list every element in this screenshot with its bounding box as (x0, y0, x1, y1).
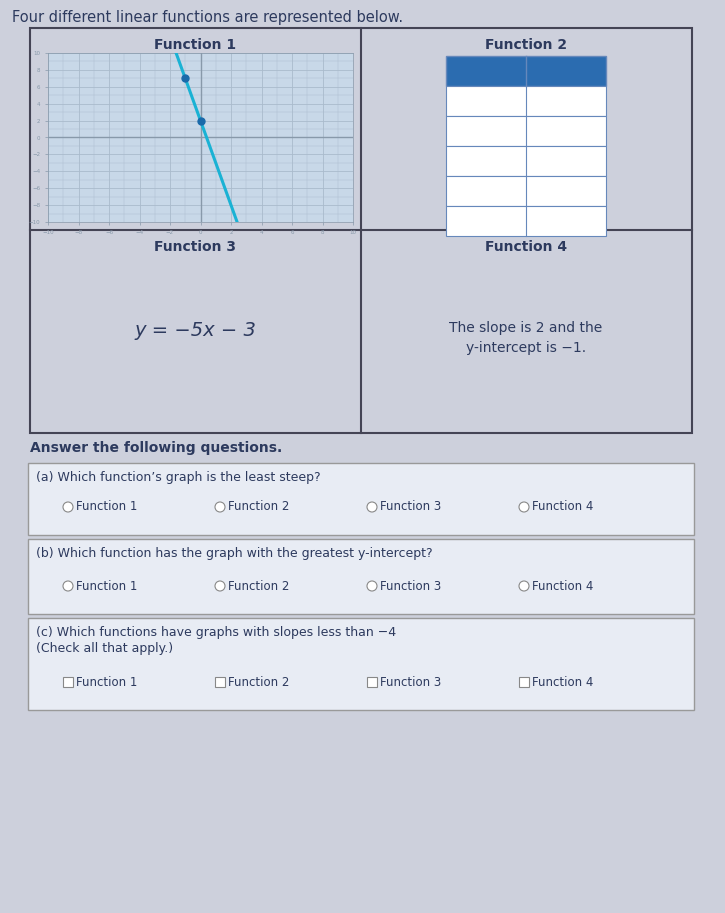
Text: y-intercept is −1.: y-intercept is −1. (466, 341, 586, 355)
Bar (446, 206, 606, 236)
Text: x: x (481, 58, 492, 76)
Text: Function 1: Function 1 (154, 38, 236, 52)
Text: Function 1: Function 1 (76, 580, 137, 593)
Text: 0: 0 (481, 150, 491, 165)
Text: Function 3: Function 3 (380, 580, 442, 593)
Text: Function 4: Function 4 (485, 240, 567, 254)
Bar (215, 677, 225, 687)
Text: Function 4: Function 4 (532, 580, 593, 593)
Text: Function 2: Function 2 (228, 676, 289, 688)
Text: Function 1: Function 1 (76, 500, 137, 513)
Text: 2: 2 (481, 210, 491, 225)
Bar (28, 618, 694, 710)
Text: Function 1: Function 1 (76, 676, 137, 688)
Text: 1: 1 (481, 180, 491, 195)
Text: The slope is 2 and the: The slope is 2 and the (450, 321, 602, 335)
Text: (a) Which function’s graph is the least steep?: (a) Which function’s graph is the least … (36, 471, 320, 484)
Bar (28, 539, 694, 614)
Text: 2: 2 (561, 150, 571, 165)
Text: -1: -1 (478, 120, 494, 135)
Text: y: y (560, 58, 571, 76)
Bar (446, 86, 606, 116)
Text: 10: 10 (556, 210, 576, 225)
Bar (446, 116, 606, 146)
Text: Function 2: Function 2 (485, 38, 567, 52)
Text: Function 2: Function 2 (228, 580, 289, 593)
Bar (28, 463, 694, 535)
Circle shape (63, 502, 73, 512)
Bar (367, 677, 377, 687)
Text: Function 3: Function 3 (154, 240, 236, 254)
Text: Four different linear functions are represented below.: Four different linear functions are repr… (12, 10, 403, 25)
Text: -2: -2 (478, 90, 494, 105)
Text: Answer the following questions.: Answer the following questions. (30, 441, 282, 455)
Text: Function 3: Function 3 (380, 500, 442, 513)
Circle shape (215, 502, 225, 512)
Text: -2: -2 (558, 120, 573, 135)
Text: Function 4: Function 4 (532, 500, 593, 513)
Text: (Check all that apply.): (Check all that apply.) (36, 642, 173, 655)
Bar (446, 56, 606, 86)
Bar (63, 677, 73, 687)
Circle shape (63, 581, 73, 591)
Text: Function 4: Function 4 (532, 676, 593, 688)
Text: (c) Which functions have graphs with slopes less than −4: (c) Which functions have graphs with slo… (36, 626, 396, 639)
Text: Function 3: Function 3 (380, 676, 442, 688)
Text: Function 2: Function 2 (228, 500, 289, 513)
Circle shape (215, 581, 225, 591)
Circle shape (367, 581, 377, 591)
Circle shape (519, 502, 529, 512)
Circle shape (519, 581, 529, 591)
Bar (446, 176, 606, 206)
Text: y = −5x − 3: y = −5x − 3 (134, 321, 256, 341)
Text: 6: 6 (561, 180, 571, 195)
Text: (b) Which function has the graph with the greatest y-intercept?: (b) Which function has the graph with th… (36, 547, 433, 560)
Bar (519, 677, 529, 687)
Bar (30, 28, 692, 433)
Circle shape (367, 502, 377, 512)
Bar (446, 146, 606, 176)
Text: -6: -6 (558, 90, 573, 105)
